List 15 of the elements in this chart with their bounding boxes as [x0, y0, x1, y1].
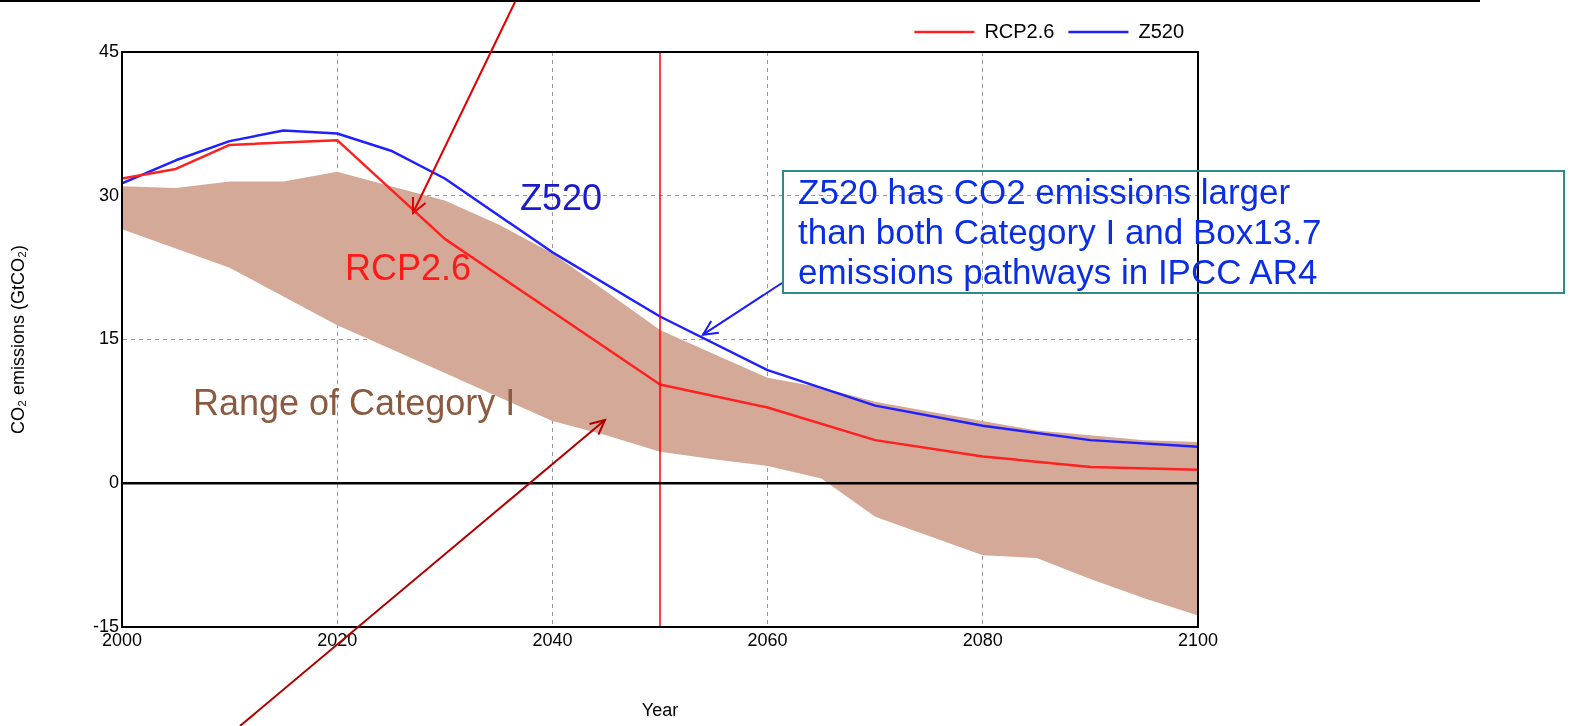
y-axis-title: CO₂ emissions (GtCO₂): [7, 245, 28, 434]
y-tick-label: 30: [98, 184, 119, 205]
legend-label: RCP2.6: [984, 19, 1055, 42]
x-axis-title: Year: [641, 700, 679, 721]
annotation: RCP2.6: [345, 246, 472, 288]
x-tick-label: 2060: [747, 629, 788, 650]
annotation: Z520: [520, 176, 603, 218]
x-tick-label: 2080: [962, 629, 1003, 650]
y-tick-label: 45: [98, 40, 119, 61]
y-tick-label: 0: [108, 472, 119, 493]
x-tick-label: 2040: [532, 629, 573, 650]
legend-label: Z520: [1138, 19, 1185, 42]
y-tick-label: 15: [98, 328, 119, 349]
x-tick-label: 2100: [1177, 629, 1219, 650]
annotation: Range of Category I: [193, 381, 516, 423]
